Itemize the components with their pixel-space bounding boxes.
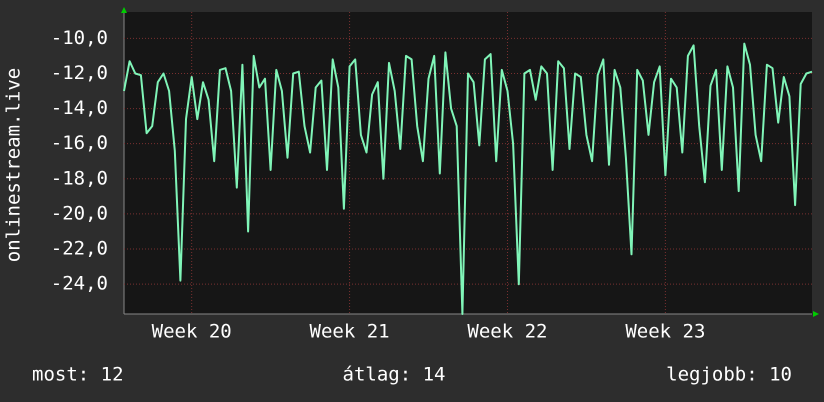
data-line	[123, 42, 813, 315]
y-tick-label: -12,0	[51, 62, 108, 84]
axis-arrow	[121, 7, 127, 13]
y-tick-label: -22,0	[51, 238, 108, 260]
y-tick-label: -24,0	[51, 273, 108, 295]
x-tick-label: Week 22	[467, 321, 547, 343]
axis-arrow	[813, 311, 819, 317]
footer-stat: átlag: 14	[343, 364, 446, 386]
y-tick-label: -18,0	[51, 167, 108, 189]
x-tick-label: Week 20	[152, 321, 232, 343]
y-axis-label: onlinestream.live	[3, 68, 25, 262]
x-tick-label: Week 21	[310, 321, 390, 343]
footer-stat: legjobb: 10	[666, 364, 792, 386]
y-tick-label: -16,0	[51, 132, 108, 154]
y-tick-label: -14,0	[51, 97, 108, 119]
footer-stat: most: 12	[32, 364, 124, 386]
plot-area	[124, 12, 812, 314]
x-tick-label: Week 23	[625, 321, 705, 343]
y-tick-label: -20,0	[51, 202, 108, 224]
y-tick-label: -10,0	[51, 27, 108, 49]
